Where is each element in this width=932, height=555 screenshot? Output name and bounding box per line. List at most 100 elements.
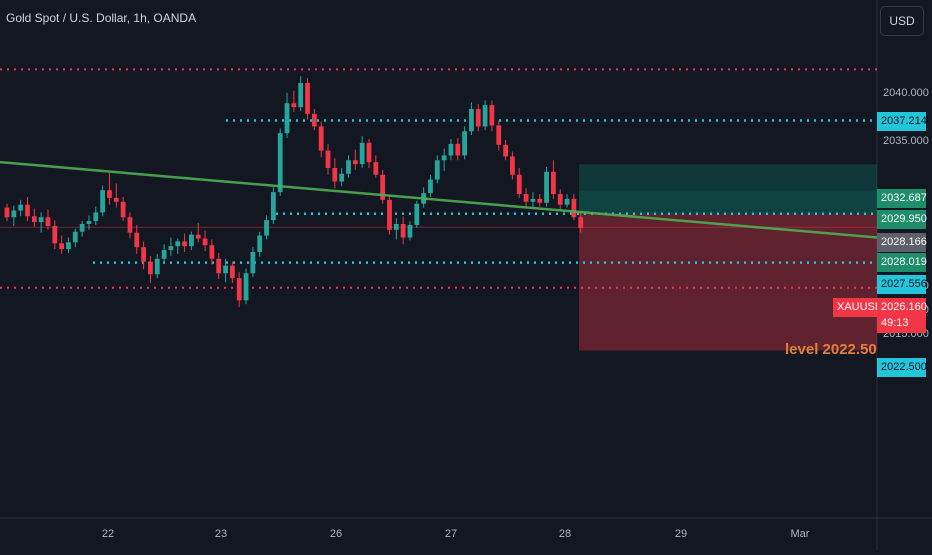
candle — [346, 155, 351, 178]
candle-body — [311, 113, 317, 127]
candle — [428, 174, 433, 197]
candle — [551, 160, 556, 199]
candle — [270, 187, 276, 224]
candle-body — [38, 217, 44, 223]
candle — [93, 206, 99, 225]
candle-body — [489, 105, 495, 126]
candle — [400, 216, 406, 245]
price-tag-target: 2032.687 — [877, 189, 927, 208]
candle — [537, 194, 543, 207]
candle — [52, 220, 58, 250]
last-price-tag: 2026.160 — [877, 298, 927, 317]
candle — [318, 121, 324, 158]
candle-body — [4, 207, 10, 218]
candle-body — [291, 103, 297, 108]
candle — [72, 228, 78, 248]
candle-body — [79, 223, 85, 232]
candle-body — [428, 179, 433, 194]
candle-body — [455, 143, 461, 156]
candle-body — [127, 217, 133, 233]
candle-body — [537, 198, 543, 203]
candle-body — [202, 238, 208, 246]
candle-body — [469, 109, 474, 132]
candle — [100, 185, 106, 217]
candle — [45, 209, 51, 230]
candle — [223, 258, 228, 282]
candle — [482, 100, 488, 131]
candle — [332, 158, 338, 189]
candle-body — [407, 224, 413, 238]
candle — [359, 136, 365, 168]
candle-body — [393, 223, 399, 230]
candle — [311, 109, 317, 131]
candle-body — [400, 223, 406, 238]
x-tick-label: 23 — [214, 528, 228, 540]
trendline — [0, 160, 878, 239]
candle — [578, 211, 584, 233]
bar-countdown: 49:13 — [877, 314, 926, 333]
candle — [264, 215, 269, 240]
candle-body — [175, 241, 181, 247]
candle-body — [182, 241, 187, 247]
candle — [305, 78, 310, 120]
candle-body — [503, 144, 508, 157]
candle — [475, 104, 481, 132]
candle — [134, 224, 140, 254]
candle — [455, 138, 461, 161]
candle — [120, 196, 126, 222]
candle-body — [352, 160, 358, 165]
price-tag-lower-level: 2022.500 — [877, 358, 927, 377]
candle-body — [264, 220, 269, 236]
candle-body — [318, 126, 324, 151]
candle-body — [366, 142, 372, 163]
price-tag-upper-level: 2037.214 — [877, 112, 927, 131]
symbol-label: XAUUSD — [833, 298, 883, 317]
candle-body — [59, 243, 65, 250]
candle-body — [257, 235, 263, 253]
candle — [86, 215, 92, 230]
candle — [489, 100, 495, 132]
candle-body — [161, 250, 167, 259]
candle-body — [380, 174, 386, 200]
currency-button[interactable]: USD — [880, 6, 924, 36]
candle-body — [243, 273, 249, 301]
candle-body — [284, 103, 290, 134]
candle-body — [448, 143, 454, 156]
candle-body — [339, 173, 345, 182]
candle — [148, 255, 153, 283]
candle-body — [72, 231, 78, 243]
candle — [182, 233, 187, 253]
candle-body — [195, 234, 201, 239]
candle — [189, 231, 194, 251]
candle-body — [223, 265, 228, 274]
candle — [523, 188, 529, 207]
candle — [393, 218, 399, 240]
candle — [510, 151, 515, 180]
candle — [175, 238, 181, 254]
candle — [530, 192, 536, 209]
candle-body — [11, 210, 17, 218]
candle-body — [544, 171, 549, 203]
candle — [113, 183, 119, 208]
candle-body — [25, 204, 30, 217]
profit-zone-inner — [579, 190, 877, 214]
candle — [25, 196, 30, 222]
candle-body — [154, 258, 160, 275]
candle-body — [571, 198, 577, 218]
candle — [11, 205, 17, 226]
candle — [373, 155, 379, 178]
candle — [257, 231, 263, 257]
candle-body — [216, 258, 222, 274]
candle — [407, 221, 413, 241]
candle-body — [189, 234, 194, 247]
candle-body — [557, 194, 563, 205]
candle-body — [93, 212, 99, 222]
candle-body — [236, 278, 242, 301]
candle-body — [516, 174, 522, 195]
level-annotation[interactable]: level 2022.50 — [785, 341, 877, 358]
candle — [38, 212, 44, 233]
candle-body — [298, 82, 304, 108]
candle — [564, 194, 570, 208]
